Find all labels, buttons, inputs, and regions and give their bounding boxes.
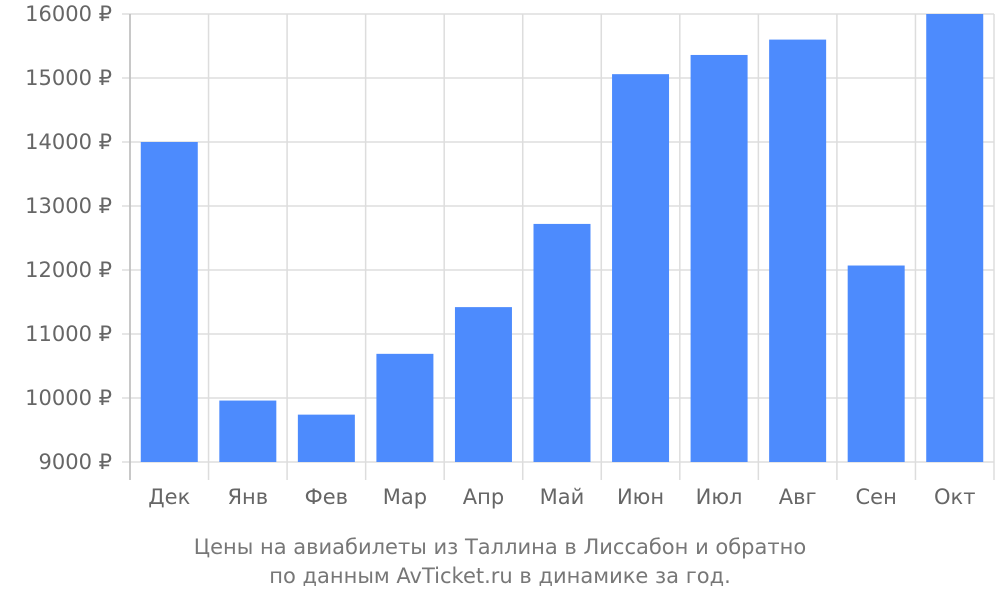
bar-Май [533,223,591,462]
x-tick-label: Окт [934,485,975,509]
bar-Сен [847,265,905,462]
bar-Июл [690,54,748,463]
chart-caption-line-1: Цены на авиабилеты из Таллина в Лиссабон… [193,535,807,559]
bar-Фев [297,414,355,462]
x-tick-label: Май [540,485,585,509]
x-tick-label: Янв [227,485,268,509]
y-tick-label: 12000 ₽ [25,258,112,282]
x-tick-label: Дек [148,485,190,509]
x-tick-label: Фев [305,485,348,509]
bar-Мар [376,353,434,462]
bar-Апр [454,307,512,462]
bar-Июн [612,74,670,462]
bar-Янв [219,400,277,462]
bar-Дек [140,142,198,462]
x-tick-label: Июн [617,485,664,509]
bar-Окт [926,14,984,462]
y-tick-label: 11000 ₽ [25,322,112,346]
y-tick-label: 15000 ₽ [25,66,112,90]
y-tick-label: 10000 ₽ [25,386,112,410]
y-tick-label: 14000 ₽ [25,130,112,154]
bar-chart: 9000 ₽ 10000 ₽ 11000 ₽ 12000 ₽ 13000 ₽ 14000 … [25,2,995,509]
y-tick-label: 9000 ₽ [39,450,112,474]
x-tick-label: Авг [779,485,817,509]
bar-Авг [769,39,827,462]
x-tick-label: Мар [383,485,427,509]
x-tick-label: Июл [696,485,743,509]
chart-caption-line-2: по данным AvTicket.ru в динамике за год. [269,564,731,588]
y-tick-label: 16000 ₽ [25,2,112,26]
x-tick-label: Сен [856,485,897,509]
x-tick-label: Апр [463,485,504,509]
y-tick-label: 13000 ₽ [25,194,112,218]
